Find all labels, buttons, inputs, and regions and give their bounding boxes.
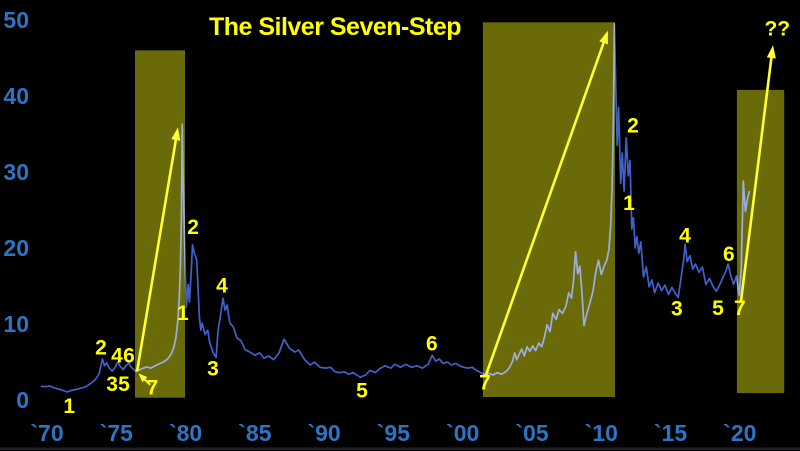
step-3-label: 3 (207, 358, 219, 381)
y-axis-labels: 50 40 30 20 10 0 (3, 7, 29, 413)
x-tick-2020: `20 (723, 420, 756, 446)
x-tick-1995: `95 (377, 420, 410, 446)
x-axis-labels: `70 `75 `80 `85 `90 `95 `00 `05 `10 `15 `20 (30, 420, 756, 446)
step-2-label: 2 (187, 216, 199, 239)
advance-arrow-2020-future (739, 45, 776, 303)
y-tick-40: 40 (3, 83, 29, 109)
x-tick-1990: `90 (307, 420, 340, 446)
x-tick-1980: `80 (169, 420, 202, 446)
step-1-label: 1 (177, 302, 189, 325)
step-7-label: 7 (479, 371, 491, 394)
x-tick-2010: `10 (585, 420, 618, 446)
step-4-label: 4 (111, 345, 123, 368)
x-tick-1970: `70 (30, 420, 63, 446)
future-target-label: ?? (764, 18, 790, 41)
trend-arrows (135, 30, 776, 386)
step-2-label: 2 (627, 114, 639, 137)
chart-title: The Silver Seven-Step (209, 13, 461, 41)
x-tick-2000: `00 (446, 420, 479, 446)
step-5-label: 5 (118, 373, 130, 396)
y-tick-20: 20 (3, 235, 29, 261)
x-tick-2015: `15 (654, 420, 687, 446)
step-5-label: 5 (712, 297, 724, 320)
x-tick-2005: `05 (515, 420, 548, 446)
step-1-label: 1 (63, 395, 75, 418)
x-tick-1975: `75 (100, 420, 133, 446)
step-6-label: 6 (123, 345, 135, 368)
step7-pointer-arrow (138, 373, 151, 386)
step-6-label: 6 (426, 333, 438, 356)
step-4-label: 4 (679, 225, 691, 248)
step-5-label: 5 (356, 380, 368, 403)
step-4-label: 4 (216, 275, 228, 298)
advance-arrow-1976-1980 (135, 127, 181, 372)
step-1-label: 1 (623, 192, 635, 215)
bull-run-2001-2011 (482, 22, 615, 398)
step-7-label: 7 (734, 297, 746, 320)
y-tick-50: 50 (3, 7, 29, 33)
x-tick-1985: `85 (238, 420, 271, 446)
bottom-border (0, 447, 800, 450)
advance-arrow-2001-2011 (484, 30, 608, 376)
y-tick-30: 30 (3, 159, 29, 185)
y-tick-10: 10 (3, 311, 29, 337)
step-3-label: 3 (671, 298, 683, 321)
step-6-label: 6 (723, 243, 735, 266)
step-7-label: 7 (146, 377, 158, 400)
step-2-label: 2 (95, 336, 107, 359)
y-tick-0: 0 (16, 387, 29, 413)
step-3-label: 3 (106, 373, 118, 396)
